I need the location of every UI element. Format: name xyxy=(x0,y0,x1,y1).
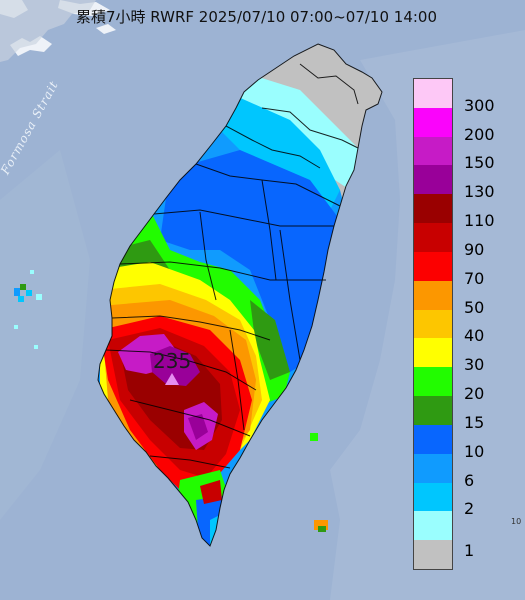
legend-label: 10 xyxy=(464,441,485,461)
legend-swatch xyxy=(414,396,452,426)
legend-label: 40 xyxy=(464,326,485,346)
legend-label: 110 xyxy=(464,211,495,231)
legend-label: 130 xyxy=(464,182,495,202)
legend-label: 15 xyxy=(464,412,485,432)
map-title: 累積7小時 RWRF 2025/07/10 07:00~07/10 14:00 xyxy=(76,8,438,26)
legend-label: 150 xyxy=(464,153,495,173)
legend-swatch xyxy=(414,165,452,195)
legend-swatch xyxy=(414,280,452,311)
legend-label: 70 xyxy=(464,268,485,288)
legend-swatch xyxy=(414,540,452,570)
edge-tick-label: 10 xyxy=(511,517,522,526)
legend-label: 20 xyxy=(464,384,485,404)
legend-swatch xyxy=(414,223,452,253)
legend-label: 6 xyxy=(464,470,475,490)
legend-swatch xyxy=(414,367,452,397)
legend-label: 200 xyxy=(464,124,495,144)
offshore-islands xyxy=(310,433,328,532)
legend-label: 300 xyxy=(464,95,495,115)
legend-swatch xyxy=(414,136,452,166)
legend-label: 2 xyxy=(464,499,475,519)
legend-label: 50 xyxy=(464,297,485,317)
penghu-islands xyxy=(14,270,42,349)
legend-label: 90 xyxy=(464,239,485,259)
legend-swatch xyxy=(414,482,452,512)
legend-swatch xyxy=(414,107,452,138)
county-boundaries xyxy=(97,43,383,547)
legend-label: 30 xyxy=(464,355,485,375)
legend-swatch xyxy=(414,338,452,368)
legend-swatch xyxy=(414,194,452,224)
legend-swatch xyxy=(414,424,452,455)
mainland-coast xyxy=(0,0,96,62)
legend-swatch xyxy=(414,511,452,541)
legend-swatch xyxy=(414,79,452,109)
legend-swatch xyxy=(414,251,452,282)
legend-swatch xyxy=(414,453,452,484)
peak-triangle-icon xyxy=(165,373,179,385)
color-legend xyxy=(413,78,453,570)
legend-swatch xyxy=(414,309,452,339)
peak-rainfall-value: 235 xyxy=(153,349,192,373)
legend-label: 1 xyxy=(464,541,475,561)
